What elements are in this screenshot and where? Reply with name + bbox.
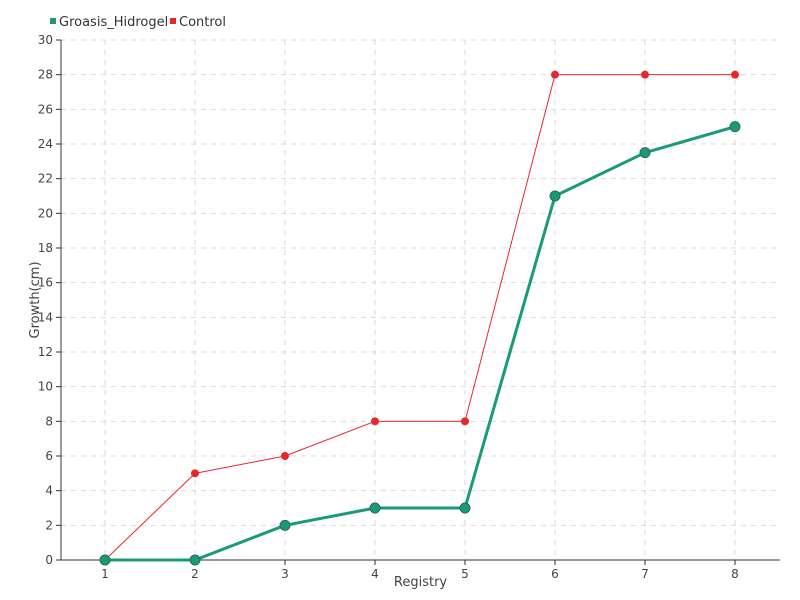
legend[interactable]: Groasis_Hidrogel Control bbox=[50, 15, 226, 30]
x-tick-label: 4 bbox=[371, 567, 379, 581]
legend-label-control: Control bbox=[179, 15, 226, 30]
data-point-control[interactable] bbox=[281, 452, 289, 460]
y-tick-label: 8 bbox=[45, 414, 53, 428]
series bbox=[99, 70, 741, 566]
data-point-groasis-hidrogel[interactable] bbox=[639, 147, 651, 159]
data-point-groasis-hidrogel[interactable] bbox=[369, 502, 381, 514]
y-tick-label: 28 bbox=[38, 68, 53, 82]
y-tick-label: 22 bbox=[38, 172, 53, 186]
x-tick-label: 6 bbox=[551, 567, 559, 581]
y-tick-label: 26 bbox=[38, 102, 53, 116]
legend-marker-groasis-hidrogel bbox=[50, 18, 56, 24]
y-tick-label: 30 bbox=[38, 33, 53, 47]
y-tick-label: 4 bbox=[45, 484, 53, 498]
y-tick-label: 12 bbox=[38, 345, 53, 359]
x-tick-label: 1 bbox=[101, 567, 109, 581]
y-tick-label: 24 bbox=[38, 137, 53, 151]
legend-label-groasis-hidrogel: Groasis_Hidrogel bbox=[59, 15, 168, 30]
data-point-groasis-hidrogel[interactable] bbox=[459, 502, 471, 514]
series-groasis-hidrogel bbox=[99, 121, 741, 566]
x-ticks: 1 2 3 4 5 6 7 8 bbox=[101, 560, 739, 581]
data-point-control[interactable] bbox=[461, 417, 469, 426]
y-tick-label: 10 bbox=[38, 380, 53, 394]
y-tick-label: 18 bbox=[38, 241, 53, 255]
x-tick-label: 3 bbox=[281, 567, 289, 581]
data-point-control[interactable] bbox=[191, 469, 199, 478]
x-tick-label: 2 bbox=[191, 567, 199, 581]
x-tick-label: 7 bbox=[641, 567, 649, 581]
data-point-groasis-hidrogel[interactable] bbox=[99, 554, 111, 566]
data-point-groasis-hidrogel[interactable] bbox=[729, 121, 741, 133]
data-point-groasis-hidrogel[interactable] bbox=[549, 190, 561, 202]
x-axis-title: Registry bbox=[394, 575, 448, 590]
y-tick-label: 16 bbox=[38, 276, 53, 290]
x-tick-label: 8 bbox=[731, 567, 739, 581]
y-tick-label: 14 bbox=[38, 310, 53, 324]
x-tick-label: 5 bbox=[461, 567, 469, 581]
y-tick-label: 20 bbox=[38, 206, 53, 220]
data-point-control[interactable] bbox=[731, 70, 739, 79]
data-point-control[interactable] bbox=[551, 70, 559, 79]
data-point-control[interactable] bbox=[371, 417, 379, 426]
y-tick-label: 6 bbox=[45, 449, 53, 463]
y-axis-title: Growth(cm) bbox=[28, 261, 43, 338]
legend-marker-control bbox=[170, 18, 176, 24]
data-point-groasis-hidrogel[interactable] bbox=[189, 554, 201, 566]
axes bbox=[60, 40, 780, 561]
series-line-groasis-hidrogel bbox=[105, 125, 736, 562]
grid bbox=[61, 39, 780, 561]
data-point-control[interactable] bbox=[641, 70, 649, 79]
series-line-control bbox=[104, 74, 735, 561]
y-tick-label: 2 bbox=[45, 518, 53, 532]
y-tick-label: 0 bbox=[45, 553, 53, 567]
data-point-groasis-hidrogel[interactable] bbox=[279, 519, 291, 531]
